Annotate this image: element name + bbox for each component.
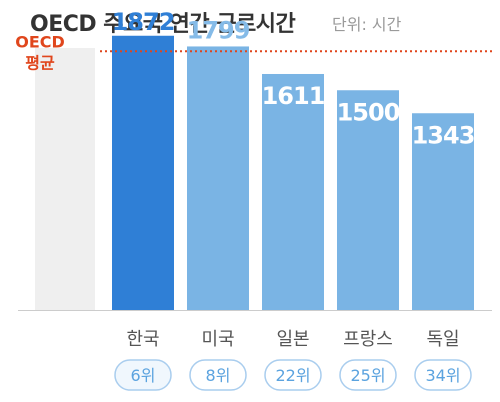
rank-badge-5 [414, 359, 472, 391]
chart-unit: 단위: 시간 [332, 15, 402, 34]
rank-label-4: 25위 [350, 366, 385, 385]
rank-label-1: 6위 [131, 366, 156, 385]
category-label-1: 한국 [126, 329, 159, 350]
rank-label-5: 34위 [425, 366, 460, 385]
rank-badge-1 [114, 359, 172, 391]
background-band [35, 48, 95, 310]
chart-title: OECD 주요국 연간 근로시간 [30, 12, 296, 37]
bar-5 [412, 113, 474, 310]
bar-value-1: 1872 [112, 8, 175, 36]
average-label-line1: OECD [15, 32, 65, 51]
bar-3 [262, 73, 324, 311]
bar-1 [112, 35, 174, 310]
rank-label-3: 22위 [275, 366, 310, 385]
category-label-4: 프랑스 [343, 329, 393, 350]
bar-value-4: 1500 [337, 98, 400, 126]
rank-badge-3 [264, 359, 322, 391]
bar-value-3: 1611 [262, 82, 325, 110]
bar-value-5: 1343 [412, 121, 475, 149]
bar-value-2: 1799 [187, 16, 250, 44]
average-label-line2: 평균 [25, 53, 55, 72]
bar-4 [337, 90, 399, 310]
category-label-2: 미국 [201, 329, 234, 350]
rank-badge-2 [189, 359, 247, 391]
rank-label-2: 8위 [206, 366, 231, 385]
bar-2 [187, 46, 249, 310]
category-label-5: 독일 [426, 329, 459, 350]
category-label-3: 일본 [276, 329, 309, 350]
rank-badge-4 [339, 359, 397, 391]
